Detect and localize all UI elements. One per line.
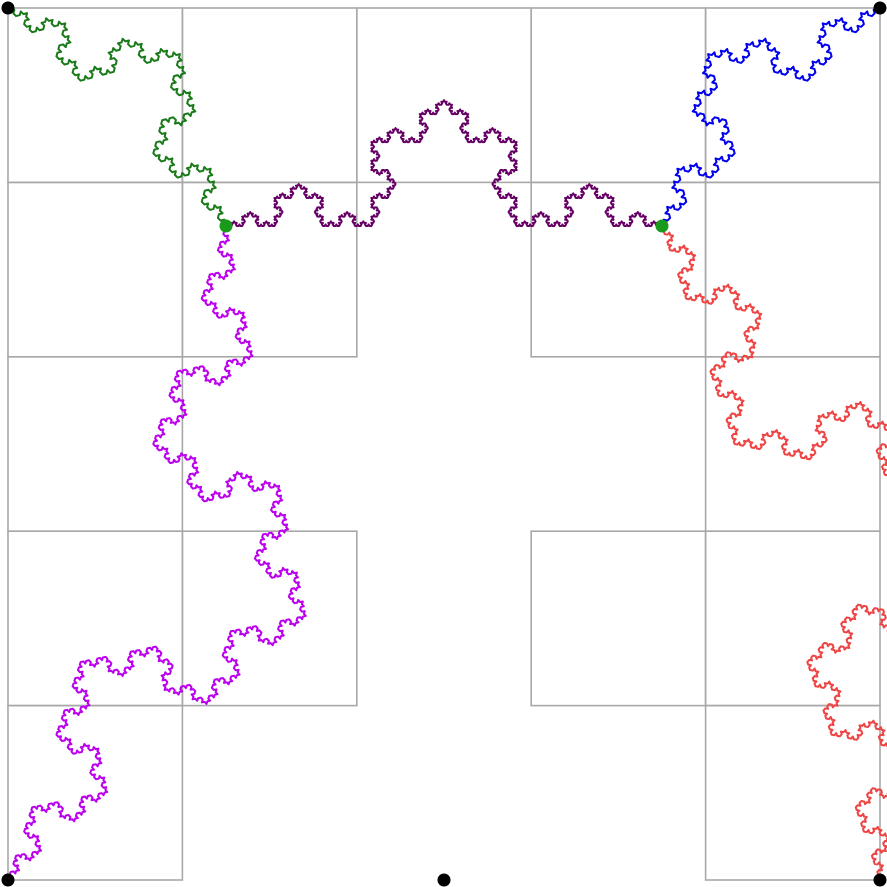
koch-curves <box>7 7 887 881</box>
grid-cell <box>355 7 532 184</box>
grid-cell <box>530 7 707 184</box>
grid-cell <box>7 530 184 707</box>
grid-cell <box>181 530 358 707</box>
grid <box>7 7 881 881</box>
point-bottom-left <box>1 873 15 887</box>
grid-cell <box>704 355 881 532</box>
grid-cell <box>181 181 358 358</box>
koch-curve-dark-purple <box>225 99 663 227</box>
point-junction-right <box>655 219 669 233</box>
grid-cell <box>530 530 707 707</box>
point-top-right <box>873 1 887 15</box>
point-bottom-center <box>437 873 451 887</box>
koch-curve-magenta <box>7 225 307 881</box>
grid-cell <box>7 704 184 881</box>
grid-cell <box>7 181 184 358</box>
grid-cell <box>7 355 184 532</box>
koch-curve-red <box>661 225 887 881</box>
grid-cell <box>181 7 358 184</box>
koch-curve-green <box>7 7 227 227</box>
grid-cell <box>704 181 881 358</box>
grid-cell <box>704 704 881 881</box>
koch-curve-blue <box>661 7 881 227</box>
point-junction-left <box>219 219 233 233</box>
point-bottom-right <box>873 873 887 887</box>
point-top-left <box>1 1 15 15</box>
